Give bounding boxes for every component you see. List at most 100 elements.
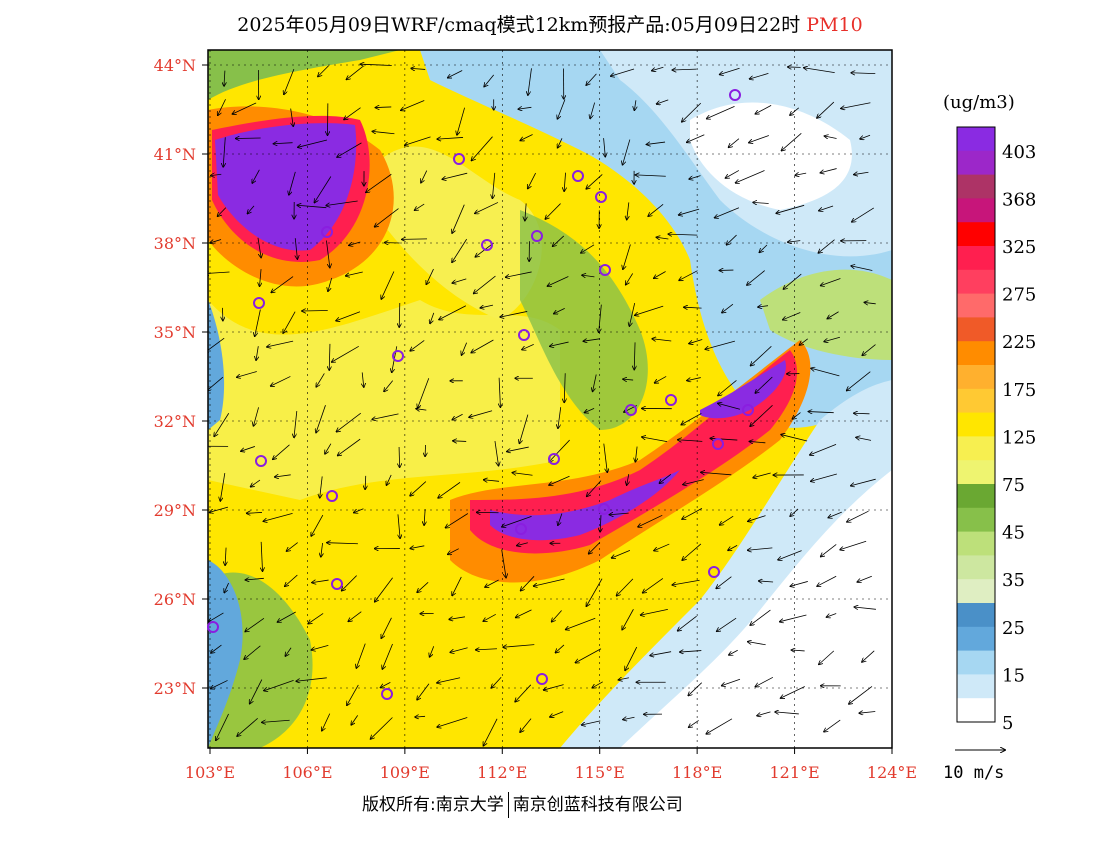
wind-arrow <box>209 612 224 622</box>
wind-arrow <box>862 344 876 356</box>
wind-arrow <box>372 131 395 133</box>
wind-arrow <box>520 134 533 141</box>
wind-arrow <box>494 440 499 466</box>
wind-arrow <box>448 548 459 555</box>
wind-arrow <box>716 576 732 589</box>
wind-arrow <box>715 207 740 218</box>
colorbar-unit: (ug/m3) <box>943 92 1015 113</box>
wind-arrow <box>750 73 769 79</box>
wind-arrow <box>237 371 257 377</box>
wind-arrow <box>792 412 801 419</box>
wind-arrow <box>386 474 392 485</box>
wind-arrow <box>788 241 801 242</box>
wind-arrow <box>851 478 876 486</box>
city-marker-icon <box>625 404 637 416</box>
wind-arrow <box>682 507 703 519</box>
wind-arrow <box>354 508 364 513</box>
wind-arrow <box>683 479 704 485</box>
wind-arrow <box>348 611 362 622</box>
wind-arrow <box>528 172 536 188</box>
wind-arrow <box>525 203 526 220</box>
wind-arrow <box>600 515 601 532</box>
wind-arrow <box>554 307 565 313</box>
wind-arrow <box>439 305 467 320</box>
wind-arrow <box>672 69 697 70</box>
colorbar-swatch <box>957 222 995 247</box>
wind-arrow <box>327 543 358 544</box>
wind-arrow <box>592 681 603 688</box>
wind-arrow <box>819 205 834 211</box>
wind-arrow <box>349 241 361 245</box>
lat-label: 41°N <box>154 145 196 164</box>
wind-arrow <box>421 170 428 183</box>
wind-arrow <box>808 412 834 413</box>
wind-arrow <box>483 718 498 746</box>
wind-arrow <box>211 174 222 175</box>
lon-label: 103°E <box>185 763 235 782</box>
city-marker-icon <box>518 329 530 341</box>
field-blue-southwest <box>208 560 243 748</box>
city-marker-icon <box>481 239 493 251</box>
wind-arrow <box>681 413 702 424</box>
wind-arrow <box>687 134 705 143</box>
city-marker-icon <box>536 673 548 685</box>
colorbar-swatch <box>957 198 995 223</box>
wind-arrow <box>668 234 698 235</box>
wind-arrow <box>312 580 329 583</box>
wind-arrow <box>864 302 876 303</box>
wind-arrow <box>262 720 290 722</box>
wind-arrow <box>781 435 808 442</box>
wind-arrow <box>384 380 394 392</box>
wind-arrow <box>372 413 399 420</box>
wind-arrow <box>342 575 357 591</box>
wind-arrow <box>224 70 225 86</box>
wind-arrow <box>415 203 425 210</box>
wind-arrow <box>371 717 393 739</box>
wind-arrow <box>609 513 629 515</box>
wind-arrow <box>854 172 869 174</box>
wind-arrow <box>849 686 873 704</box>
wind-arrow <box>302 311 328 312</box>
wind-arrow <box>759 244 768 252</box>
wind-arrow <box>720 515 734 525</box>
lon-label: 115°E <box>575 763 625 782</box>
colorbar-swatch <box>957 436 995 461</box>
wind-arrow <box>854 607 876 609</box>
wind-arrow <box>316 405 326 432</box>
city-marker-icon <box>729 89 741 101</box>
colorbar-label: 15 <box>1002 665 1025 686</box>
wind-arrow <box>260 269 262 286</box>
wind-arrow <box>748 548 773 550</box>
wind-arrow <box>587 480 602 497</box>
colorbar-label: 175 <box>1002 380 1036 401</box>
wind-arrow <box>585 408 595 412</box>
colorbar-swatch <box>957 507 995 533</box>
city-marker-icon <box>515 523 527 535</box>
wind-arrow <box>547 276 569 286</box>
wind-arrow <box>452 238 468 262</box>
wind-arrow <box>442 172 468 179</box>
wind-arrow <box>627 202 629 219</box>
city-marker-icon <box>665 394 677 406</box>
wind-arrow <box>521 576 535 590</box>
wind-arrow <box>552 610 562 621</box>
lon-label: 121°E <box>769 763 819 782</box>
wind-arrow <box>285 574 298 586</box>
wind-arrow <box>635 446 637 462</box>
wind-arrow <box>515 684 532 702</box>
footer-copyright: 版权所有:南京大学 <box>362 795 504 815</box>
colorbar-swatch <box>957 579 995 604</box>
wind-arrow <box>245 618 265 631</box>
wind-arrow <box>453 441 467 442</box>
wind-arrow <box>558 407 562 428</box>
colorbar-swatch <box>957 412 995 437</box>
field-green-central <box>520 210 648 430</box>
wind-arrow <box>684 307 702 308</box>
wind-arrow <box>326 240 329 267</box>
wind-arrow <box>657 99 669 104</box>
wind-arrow <box>678 615 697 631</box>
wind-arrow <box>750 405 773 426</box>
wind-arrow <box>775 712 799 714</box>
wind-arrow <box>534 578 565 586</box>
colorbar-swatch <box>957 341 995 366</box>
